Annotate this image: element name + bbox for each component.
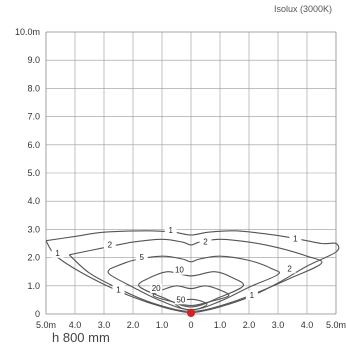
y-tick-label: 3.0 xyxy=(27,224,40,234)
contour-label-10: 10 xyxy=(175,266,184,275)
x-tick-label: 1.0 xyxy=(214,320,227,330)
grid xyxy=(45,31,337,315)
contour-label-bg xyxy=(173,265,186,275)
light-source-dot xyxy=(187,309,195,317)
contour-label-2: 2 xyxy=(203,238,208,247)
chart-subtitle: Isolux (3000K) xyxy=(273,4,332,14)
x-tick-label: 1.0 xyxy=(156,320,169,330)
x-tick-label: 4.0 xyxy=(301,320,314,330)
contour-labels: 1 1 1 1 1 2 2 2 5 10 20 50 xyxy=(51,226,302,305)
y-tick-label: 7.0 xyxy=(27,112,40,122)
y-tick-label: 9.0 xyxy=(27,55,40,65)
mounting-height-label: h 800 mm xyxy=(52,330,110,345)
x-tick-label: 3.0 xyxy=(98,320,111,330)
x-tick-label: 5.0m xyxy=(326,320,346,330)
contour-label-5: 5 xyxy=(139,253,144,262)
x-tick-label: 2.0 xyxy=(243,320,256,330)
contour-label-bg xyxy=(135,253,148,263)
y-tick-label: 0 xyxy=(35,309,40,319)
y-tick-label: 2.0 xyxy=(27,253,40,263)
y-tick-label: 10.0m xyxy=(15,27,40,37)
contour-label-50: 50 xyxy=(176,295,185,304)
contour-label-20: 20 xyxy=(152,284,161,293)
y-tick-label: 5.0 xyxy=(27,168,40,178)
contour-label-bg xyxy=(164,226,177,236)
contour-label-2: 2 xyxy=(287,264,292,273)
contour-label-1: 1 xyxy=(116,285,121,294)
contour-label-bg xyxy=(245,291,258,301)
contour-label-1: 1 xyxy=(55,249,60,258)
y-tick-label: 4.0 xyxy=(27,196,40,206)
contour-lines xyxy=(45,230,340,314)
contour-line-5 xyxy=(107,255,280,311)
contour-label-bg xyxy=(283,264,296,274)
contour-label-bg xyxy=(174,295,187,305)
contour-label-bg xyxy=(199,237,212,247)
x-tick-label: 3.0 xyxy=(272,320,285,330)
x-tick-label: 5.0m xyxy=(36,320,56,330)
axis-ticks: 5.0m 4.0 3.0 2.0 1.0 0 1.0 2.0 3.0 4.0 5.0m01.02.0… xyxy=(15,27,346,330)
contour-line-2 xyxy=(68,238,323,312)
y-tick-label: 1.0 xyxy=(27,281,40,291)
y-tick-label: 6.0 xyxy=(27,140,40,150)
contour-label-bg xyxy=(150,284,163,294)
light-source-marker xyxy=(187,309,195,317)
contour-label-bg xyxy=(112,285,125,295)
x-tick-label: 2.0 xyxy=(127,320,140,330)
contour-label-1: 1 xyxy=(293,235,298,244)
x-tick-label: 0 xyxy=(188,320,193,330)
x-tick-label: 4.0 xyxy=(69,320,82,330)
contour-label-bg xyxy=(51,248,64,258)
contour-label-1: 1 xyxy=(168,226,173,235)
contour-label-bg xyxy=(103,240,116,250)
contour-label-2: 2 xyxy=(108,240,113,249)
y-tick-label: 8.0 xyxy=(27,83,40,93)
contour-label-bg xyxy=(289,234,302,244)
contour-label-1: 1 xyxy=(250,291,255,300)
contour-line-20 xyxy=(152,285,230,307)
